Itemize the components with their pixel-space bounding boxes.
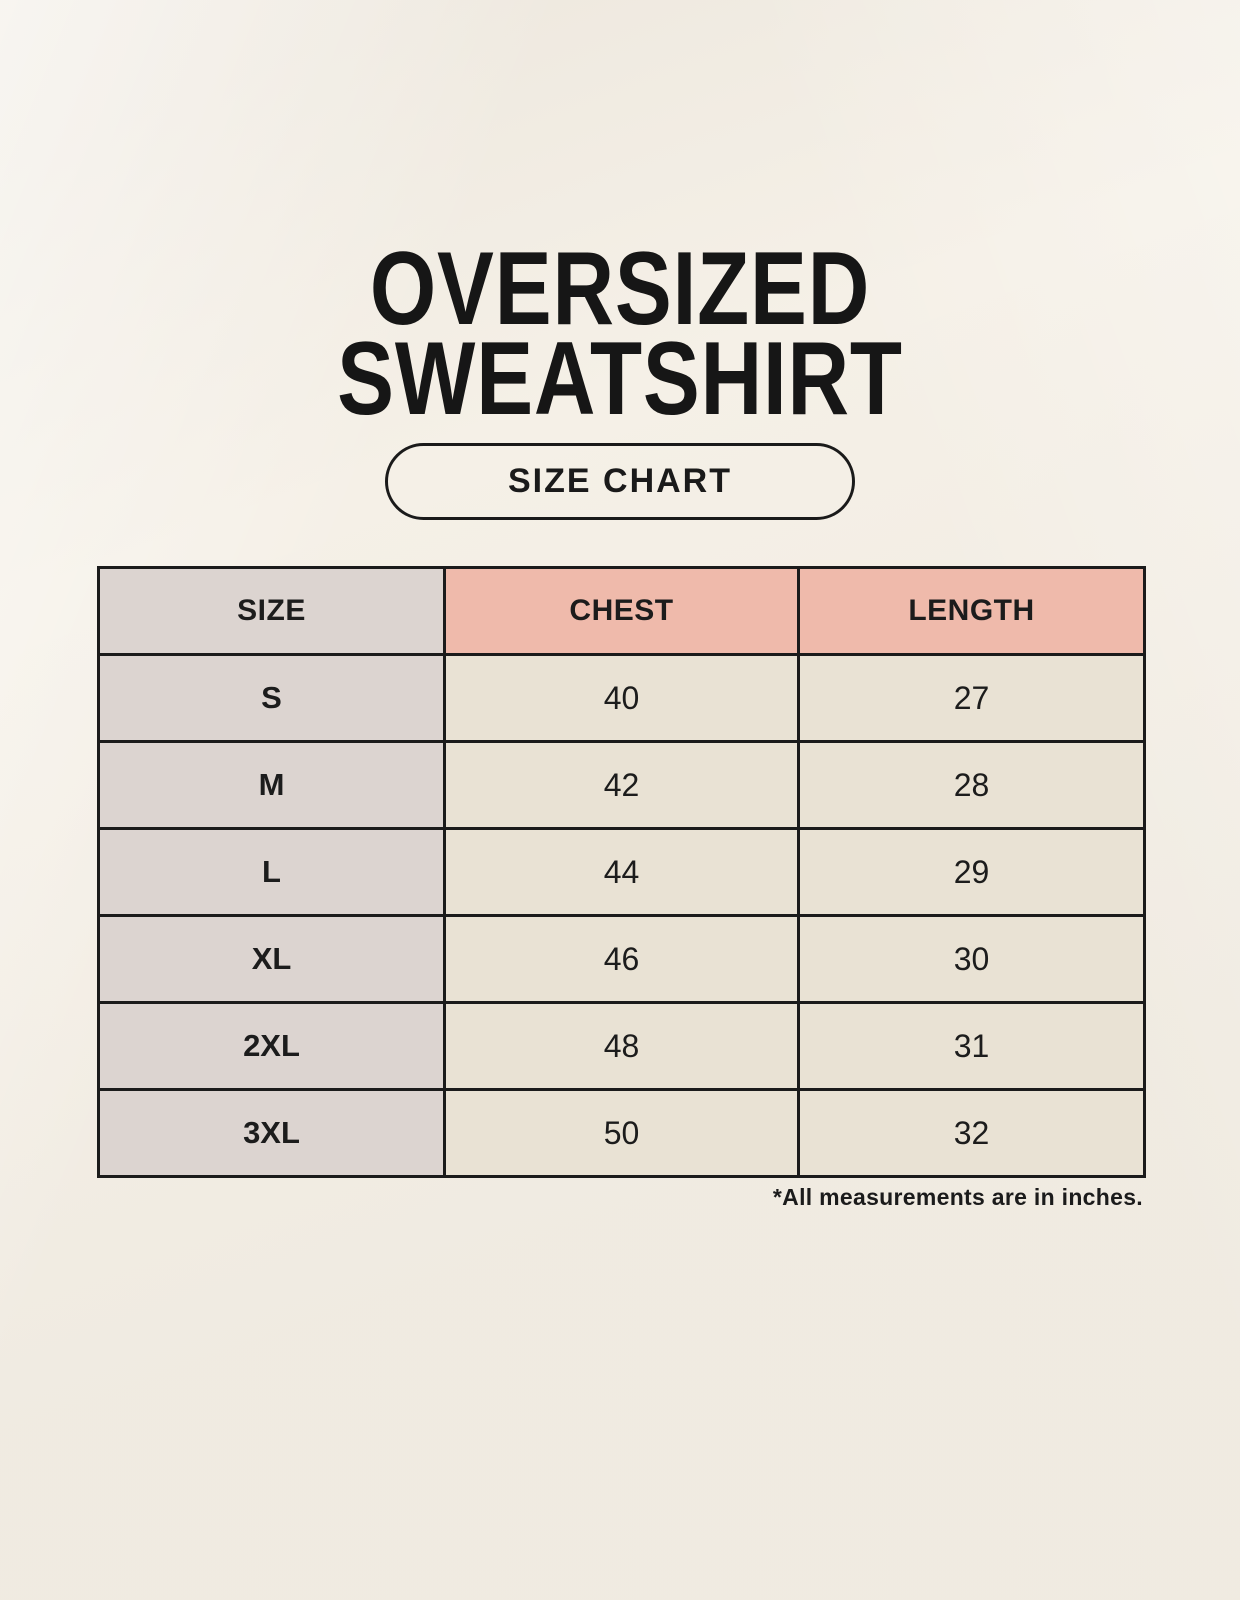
length-value: 27: [797, 653, 1146, 743]
chest-value: 50: [443, 1088, 800, 1178]
title-line-1: OVERSIZED: [369, 231, 871, 347]
page-title: OVERSIZED SWEATSHIRT: [112, 231, 1129, 437]
title-line-2: SWEATSHIRT: [337, 321, 903, 437]
column-header-size: SIZE: [97, 566, 446, 656]
length-value: 28: [797, 740, 1146, 830]
column-header-chest: CHEST: [443, 566, 800, 656]
chest-value: 44: [443, 827, 800, 917]
size-label: S: [97, 653, 446, 743]
length-value: 29: [797, 827, 1146, 917]
table-row-2xl: 2XL 48 31: [97, 1001, 1146, 1091]
size-chart-button[interactable]: SIZE CHART: [385, 443, 855, 520]
column-header-length: LENGTH: [797, 566, 1146, 656]
measurements-note: *All measurements are in inches.: [772, 1184, 1143, 1210]
chest-value: 48: [443, 1001, 800, 1091]
size-chart-table: SIZE CHEST LENGTH S 40 27 M 42 28 L 44 2…: [97, 566, 1146, 1178]
table-row-l: L 44 29: [97, 827, 1146, 917]
size-chart-button-label: SIZE CHART: [508, 462, 732, 500]
table-header-row: SIZE CHEST LENGTH: [97, 566, 1146, 656]
size-label: 2XL: [97, 1001, 446, 1091]
table-row-m: M 42 28: [97, 740, 1146, 830]
table-row-xl: XL 46 30: [97, 914, 1146, 1004]
length-value: 32: [797, 1088, 1146, 1178]
size-label: L: [97, 827, 446, 917]
size-label: XL: [97, 914, 446, 1004]
chest-value: 42: [443, 740, 800, 830]
table-row-3xl: 3XL 50 32: [97, 1088, 1146, 1178]
table-row-s: S 40 27: [97, 653, 1146, 743]
size-label: 3XL: [97, 1088, 446, 1178]
chest-value: 40: [443, 653, 800, 743]
size-label: M: [97, 740, 446, 830]
chest-value: 46: [443, 914, 800, 1004]
length-value: 31: [797, 1001, 1146, 1091]
length-value: 30: [797, 914, 1146, 1004]
